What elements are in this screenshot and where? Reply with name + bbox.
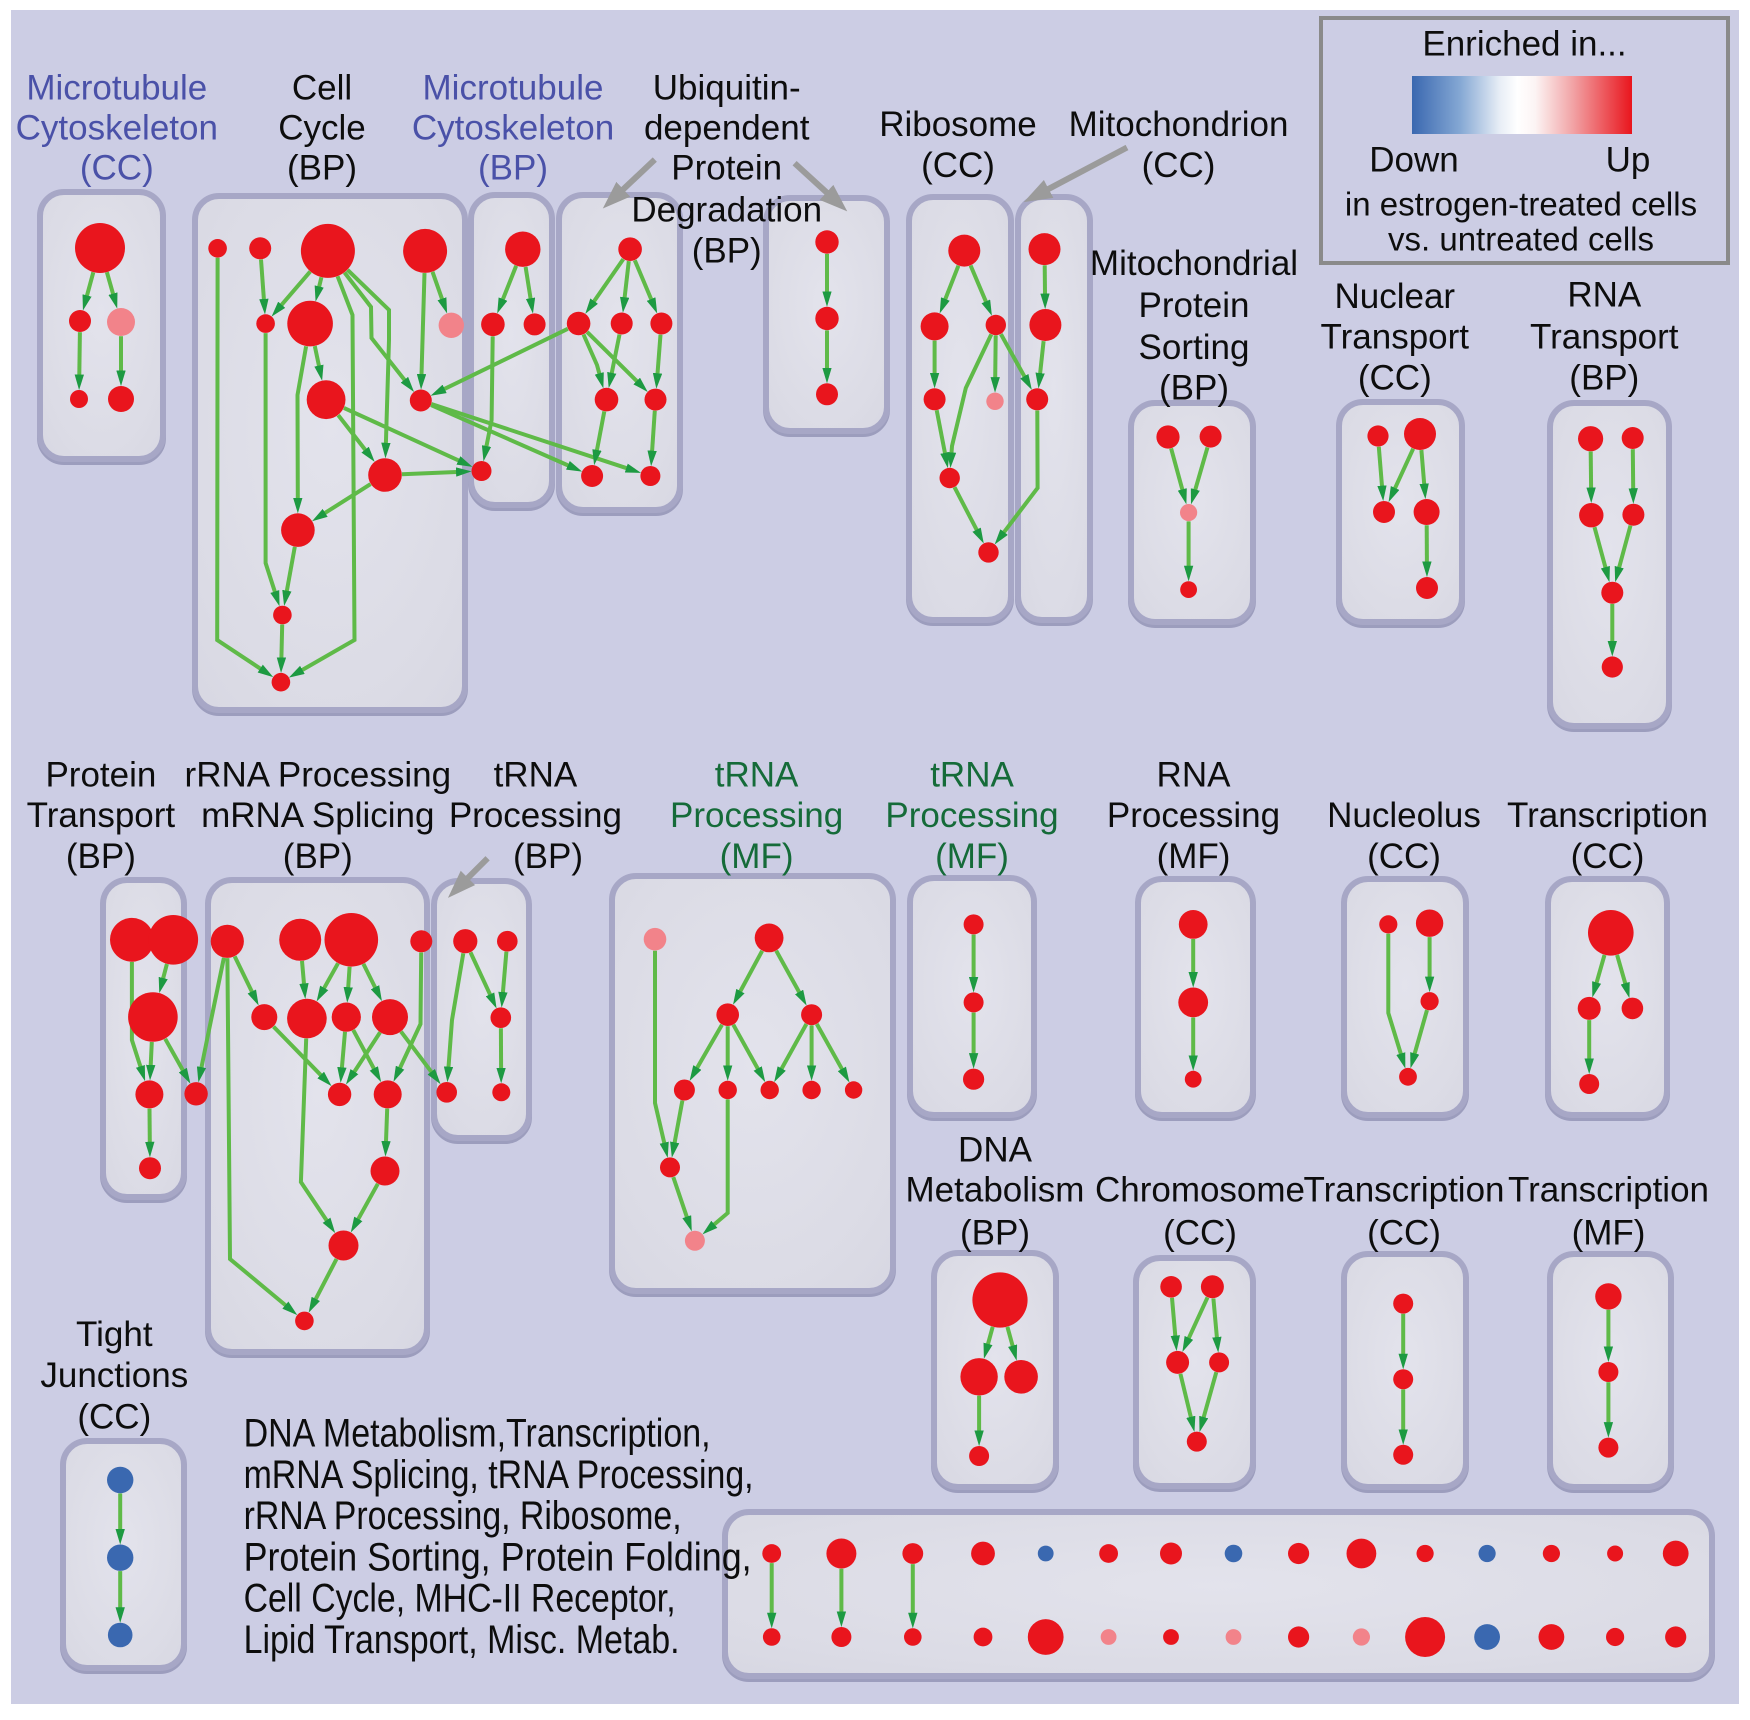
svg-text:RNA: RNA bbox=[1157, 756, 1232, 795]
svg-text:Degradation: Degradation bbox=[631, 191, 822, 230]
svg-text:Transcription: Transcription bbox=[1508, 1171, 1709, 1210]
svg-text:(BP): (BP) bbox=[283, 837, 353, 876]
svg-text:(CC): (CC) bbox=[80, 149, 154, 188]
svg-text:Protein: Protein bbox=[671, 149, 782, 188]
svg-text:(CC): (CC) bbox=[1367, 837, 1441, 876]
svg-text:Processing: Processing bbox=[449, 796, 622, 835]
svg-text:(MF): (MF) bbox=[1572, 1214, 1646, 1253]
svg-text:Transcription: Transcription bbox=[1507, 796, 1708, 835]
svg-text:Protein: Protein bbox=[1139, 286, 1250, 325]
svg-text:tRNA: tRNA bbox=[930, 756, 1014, 795]
svg-text:Ribosome: Ribosome bbox=[879, 105, 1037, 144]
svg-text:Mitochondrial: Mitochondrial bbox=[1090, 244, 1298, 283]
svg-text:(CC): (CC) bbox=[77, 1398, 151, 1437]
svg-text:Processing: Processing bbox=[670, 796, 843, 835]
svg-text:Down: Down bbox=[1369, 141, 1458, 180]
svg-text:Sorting: Sorting bbox=[1139, 328, 1250, 367]
svg-text:(CC): (CC) bbox=[1142, 146, 1216, 185]
svg-text:DNA: DNA bbox=[958, 1131, 1033, 1170]
svg-text:Tight: Tight bbox=[76, 1315, 153, 1354]
svg-text:in estrogen-treated cells: in estrogen-treated cells bbox=[1345, 186, 1697, 223]
svg-text:Chromosome: Chromosome bbox=[1095, 1171, 1305, 1210]
svg-text:(CC): (CC) bbox=[1163, 1214, 1237, 1253]
svg-text:Mitochondrion: Mitochondrion bbox=[1069, 105, 1289, 144]
svg-text:Protein: Protein bbox=[45, 756, 156, 795]
svg-text:rRNA Processing, Ribosome,: rRNA Processing, Ribosome, bbox=[244, 1494, 682, 1538]
svg-text:(BP): (BP) bbox=[513, 837, 583, 876]
svg-text:Transport: Transport bbox=[1321, 318, 1470, 357]
svg-text:(MF): (MF) bbox=[720, 837, 794, 876]
svg-text:RNA: RNA bbox=[1567, 276, 1642, 315]
svg-text:(BP): (BP) bbox=[1569, 358, 1639, 397]
svg-text:(MF): (MF) bbox=[935, 837, 1009, 876]
svg-text:DNA Metabolism,Transcription,: DNA Metabolism,Transcription, bbox=[244, 1412, 711, 1456]
svg-text:Ubiquitin-: Ubiquitin- bbox=[653, 69, 801, 108]
svg-text:dependent: dependent bbox=[644, 109, 810, 148]
svg-text:Metabolism: Metabolism bbox=[906, 1171, 1085, 1210]
svg-text:Cell Cycle, MHC-II Receptor,: Cell Cycle, MHC-II Receptor, bbox=[244, 1577, 676, 1621]
svg-text:Junctions: Junctions bbox=[40, 1356, 188, 1395]
svg-text:Processing: Processing bbox=[1107, 796, 1280, 835]
svg-text:(BP): (BP) bbox=[287, 149, 357, 188]
svg-text:Transport: Transport bbox=[27, 796, 176, 835]
svg-text:(CC): (CC) bbox=[1571, 837, 1645, 876]
svg-text:Protein Sorting, Protein Foldi: Protein Sorting, Protein Folding, bbox=[244, 1535, 752, 1579]
svg-text:Cycle: Cycle bbox=[278, 109, 366, 148]
svg-text:(CC): (CC) bbox=[921, 146, 995, 185]
svg-text:Lipid Transport, Misc. Metab.: Lipid Transport, Misc. Metab. bbox=[244, 1618, 680, 1662]
svg-text:Processing: Processing bbox=[885, 796, 1058, 835]
svg-text:(CC): (CC) bbox=[1358, 358, 1432, 397]
svg-text:Nuclear: Nuclear bbox=[1334, 277, 1455, 316]
svg-text:mRNA Splicing, tRNA Processing: mRNA Splicing, tRNA Processing, bbox=[244, 1453, 754, 1497]
svg-text:vs. untreated cells: vs. untreated cells bbox=[1388, 221, 1654, 258]
svg-text:Nucleolus: Nucleolus bbox=[1327, 796, 1481, 835]
svg-text:(BP): (BP) bbox=[692, 232, 762, 271]
svg-text:Enriched in...: Enriched in... bbox=[1422, 25, 1626, 64]
svg-text:tRNA: tRNA bbox=[715, 756, 799, 795]
svg-text:(BP): (BP) bbox=[960, 1214, 1030, 1253]
svg-text:Transcription: Transcription bbox=[1304, 1171, 1505, 1210]
svg-text:tRNA: tRNA bbox=[494, 756, 578, 795]
svg-text:Cell: Cell bbox=[292, 69, 352, 108]
svg-text:(BP): (BP) bbox=[66, 837, 136, 876]
svg-text:rRNA Processing: rRNA Processing bbox=[185, 756, 451, 795]
svg-text:Transport: Transport bbox=[1530, 318, 1679, 357]
svg-text:(CC): (CC) bbox=[1367, 1214, 1441, 1253]
svg-text:Microtubule: Microtubule bbox=[26, 69, 207, 108]
svg-text:(MF): (MF) bbox=[1157, 837, 1231, 876]
svg-text:Microtubule: Microtubule bbox=[423, 69, 604, 108]
svg-text:Up: Up bbox=[1606, 141, 1651, 180]
svg-text:(BP): (BP) bbox=[478, 149, 548, 188]
svg-text:(BP): (BP) bbox=[1159, 369, 1229, 408]
svg-text:Cytoskeleton: Cytoskeleton bbox=[16, 109, 218, 148]
svg-text:mRNA Splicing: mRNA Splicing bbox=[201, 796, 434, 835]
svg-text:Cytoskeleton: Cytoskeleton bbox=[412, 109, 614, 148]
